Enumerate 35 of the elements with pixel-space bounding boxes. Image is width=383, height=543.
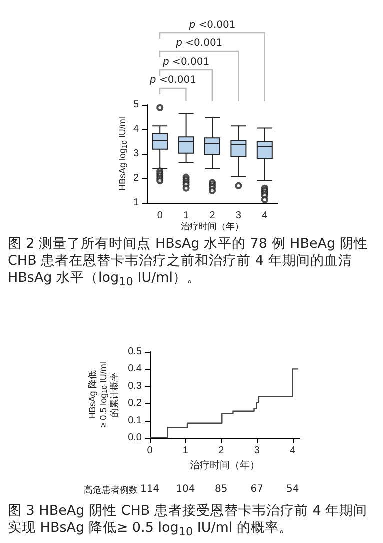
y-tick-label: 0.3: [128, 380, 142, 392]
text: 67: [250, 484, 264, 495]
text: p <0.001: [176, 38, 223, 49]
y-tick-label: 2: [133, 173, 140, 184]
x-tick-label: 2: [218, 446, 225, 456]
text: p <0.001: [163, 56, 210, 68]
y-tick-label: 0.0: [128, 432, 142, 444]
x-axis-title: 治疗时间（年）: [181, 222, 244, 232]
x-tick-label: 3: [254, 446, 260, 456]
y-tick-label: 0.1: [128, 415, 142, 426]
y-tick-label: 0.4: [128, 364, 142, 375]
x-tick-label: 2: [210, 210, 216, 222]
x-tick-label: 0: [147, 446, 154, 456]
x-tick-label: 4: [290, 446, 296, 456]
x-tick-label: 1: [182, 446, 189, 456]
text: 高危患者例数: [84, 484, 138, 497]
x-tick-label: 4: [262, 210, 268, 222]
text: p <0.001: [189, 20, 236, 30]
text: 85: [215, 484, 228, 495]
text: 图 3 HBeAg 阴性 CHB 患者接受恩替卡韦治疗前 4 年期间实现 HBsAg 降低≥ 0.5 log$_{10}$ IU/ml 的概率。: [8, 503, 369, 541]
text: 图 2 测量了所有时间点 HBsAg 水平的 78 例 HBeAg 阴性 CHB 患者在恩替卡韦治疗之前和治疗前 4 年期间的血清 HBsAg 水平（log$_{10}$ IU/ml）。: [8, 236, 369, 291]
x-tick-label: 0: [157, 210, 164, 222]
text: 104: [176, 484, 196, 495]
text: 54: [286, 484, 300, 495]
y-tick-label: 4: [133, 124, 140, 136]
text: 114: [140, 484, 160, 495]
y-tick-label: 5: [133, 100, 140, 110]
text: p <0.001: [150, 75, 196, 86]
y-tick-label: 0.5: [128, 346, 142, 358]
y-tick-label: 3: [133, 148, 140, 160]
y-tick-label: 0.2: [128, 398, 142, 410]
x-tick-label: 3: [236, 210, 242, 222]
x-tick-label: 1: [184, 210, 190, 222]
y-tick-label: 1: [133, 198, 140, 209]
x-axis-title: 治疗时间（年）: [190, 459, 260, 472]
